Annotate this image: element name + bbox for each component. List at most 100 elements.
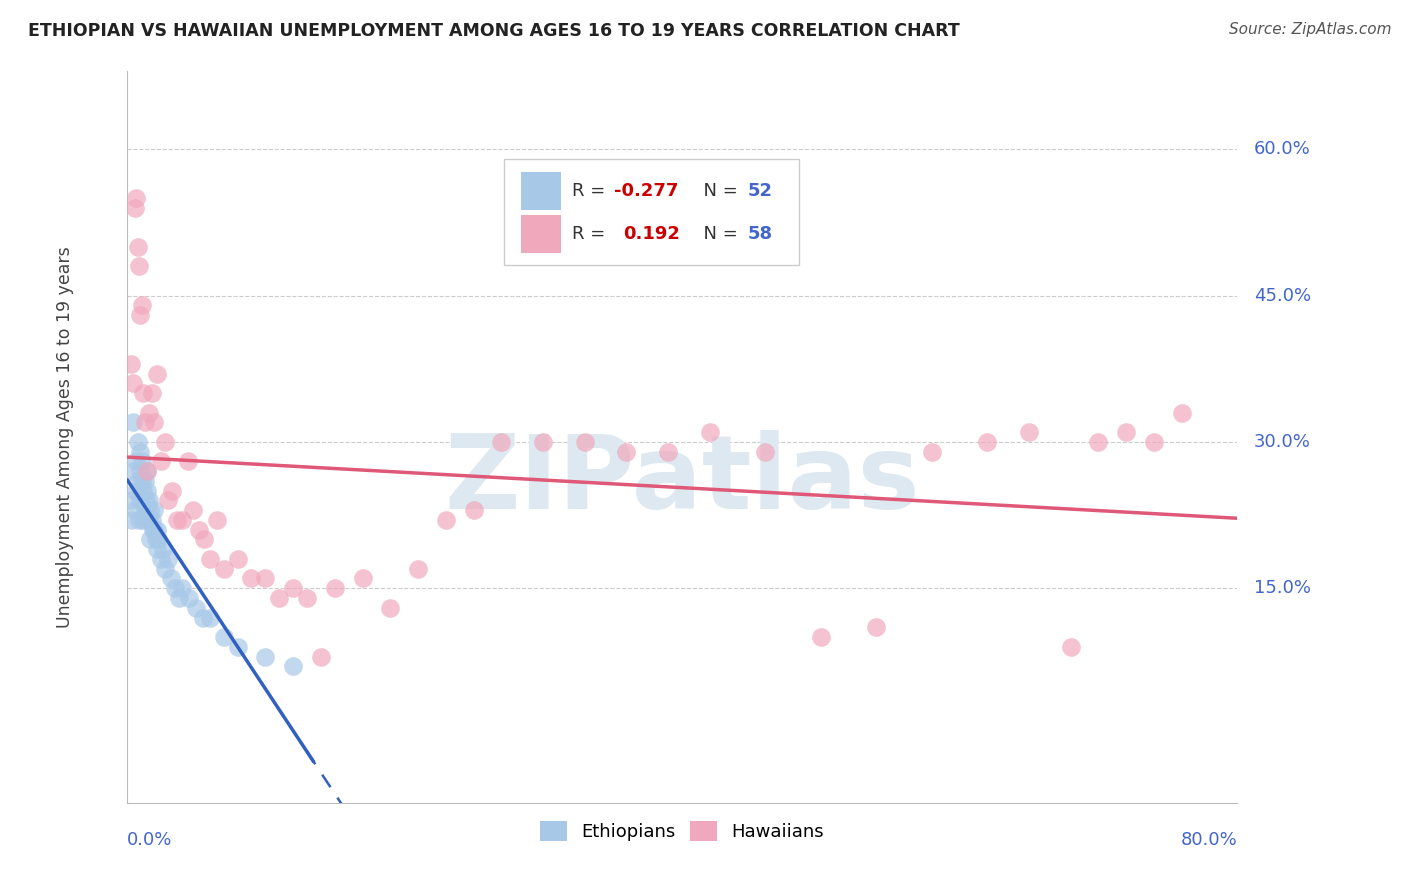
Point	[169, 591, 191, 605]
Text: 15.0%: 15.0%	[1254, 579, 1310, 598]
Legend: Ethiopians, Hawaiians: Ethiopians, Hawaiians	[533, 814, 831, 848]
Point	[1115, 425, 1137, 440]
Point	[155, 562, 177, 576]
Point	[184, 600, 207, 615]
Point	[380, 600, 402, 615]
Point	[138, 406, 160, 420]
Point	[138, 513, 160, 527]
Point	[124, 503, 146, 517]
Point	[136, 483, 159, 498]
FancyBboxPatch shape	[505, 159, 799, 265]
Point	[212, 630, 235, 644]
Point	[127, 240, 149, 254]
Point	[128, 513, 150, 527]
Point	[132, 513, 155, 527]
Point	[139, 503, 162, 517]
Point	[699, 425, 721, 440]
Point	[132, 483, 155, 498]
Point	[120, 493, 142, 508]
Point	[143, 503, 166, 517]
Text: 60.0%: 60.0%	[1254, 140, 1310, 159]
Point	[187, 523, 209, 537]
Point	[1087, 434, 1109, 449]
Point	[145, 533, 167, 547]
Point	[281, 581, 304, 595]
Text: 58: 58	[748, 226, 772, 244]
Point	[129, 308, 152, 322]
Point	[135, 493, 157, 508]
Point	[198, 610, 221, 624]
Point	[141, 386, 163, 401]
Point	[122, 464, 145, 478]
Text: R =: R =	[572, 182, 612, 200]
Point	[254, 649, 277, 664]
Point	[124, 201, 146, 215]
Point	[135, 513, 157, 527]
Point	[198, 552, 221, 566]
Text: 45.0%: 45.0%	[1254, 286, 1310, 305]
Point	[136, 464, 159, 478]
Point	[120, 357, 142, 371]
Point	[162, 483, 184, 498]
Point	[165, 581, 187, 595]
Point	[226, 640, 249, 654]
Text: N =: N =	[692, 182, 744, 200]
Point	[172, 513, 194, 527]
Point	[657, 444, 679, 458]
FancyBboxPatch shape	[520, 216, 561, 253]
Text: ETHIOPIAN VS HAWAIIAN UNEMPLOYMENT AMONG AGES 16 TO 19 YEARS CORRELATION CHART: ETHIOPIAN VS HAWAIIAN UNEMPLOYMENT AMONG…	[28, 22, 960, 40]
Point	[143, 523, 166, 537]
Point	[139, 533, 162, 547]
Point	[131, 474, 153, 488]
Point	[205, 513, 228, 527]
Point	[125, 483, 148, 498]
Point	[810, 630, 832, 644]
Point	[150, 454, 173, 468]
Point	[121, 513, 143, 527]
Point	[122, 376, 145, 391]
Point	[127, 434, 149, 449]
Point	[226, 552, 249, 566]
Point	[172, 581, 194, 595]
Point	[146, 523, 169, 537]
Point	[138, 493, 160, 508]
Point	[921, 444, 943, 458]
Point	[212, 562, 235, 576]
Point	[531, 434, 554, 449]
Text: Source: ZipAtlas.com: Source: ZipAtlas.com	[1229, 22, 1392, 37]
Point	[865, 620, 887, 634]
Point	[146, 542, 169, 557]
Point	[1060, 640, 1083, 654]
Point	[134, 416, 156, 430]
Point	[134, 474, 156, 488]
Text: 0.0%: 0.0%	[127, 830, 172, 848]
Text: Unemployment Among Ages 16 to 19 years: Unemployment Among Ages 16 to 19 years	[56, 246, 75, 628]
Point	[193, 533, 215, 547]
Point	[136, 464, 159, 478]
Point	[181, 503, 204, 517]
Point	[128, 260, 150, 274]
Text: 0.192: 0.192	[623, 226, 681, 244]
Text: R =: R =	[572, 226, 617, 244]
Point	[309, 649, 332, 664]
Point	[152, 542, 174, 557]
Text: 52: 52	[748, 182, 772, 200]
Point	[127, 474, 149, 488]
Text: ZIPatlas: ZIPatlas	[444, 431, 920, 532]
Point	[143, 416, 166, 430]
Point	[166, 513, 188, 527]
Text: 30.0%: 30.0%	[1254, 433, 1310, 451]
Point	[131, 298, 153, 312]
Point	[295, 591, 318, 605]
Point	[323, 581, 346, 595]
Point	[254, 572, 277, 586]
Point	[136, 503, 159, 517]
Point	[141, 513, 163, 527]
Point	[160, 572, 183, 586]
Point	[177, 591, 200, 605]
Point	[614, 444, 637, 458]
Point	[150, 552, 173, 566]
Point	[132, 386, 155, 401]
Point	[434, 513, 457, 527]
Point	[134, 503, 156, 517]
